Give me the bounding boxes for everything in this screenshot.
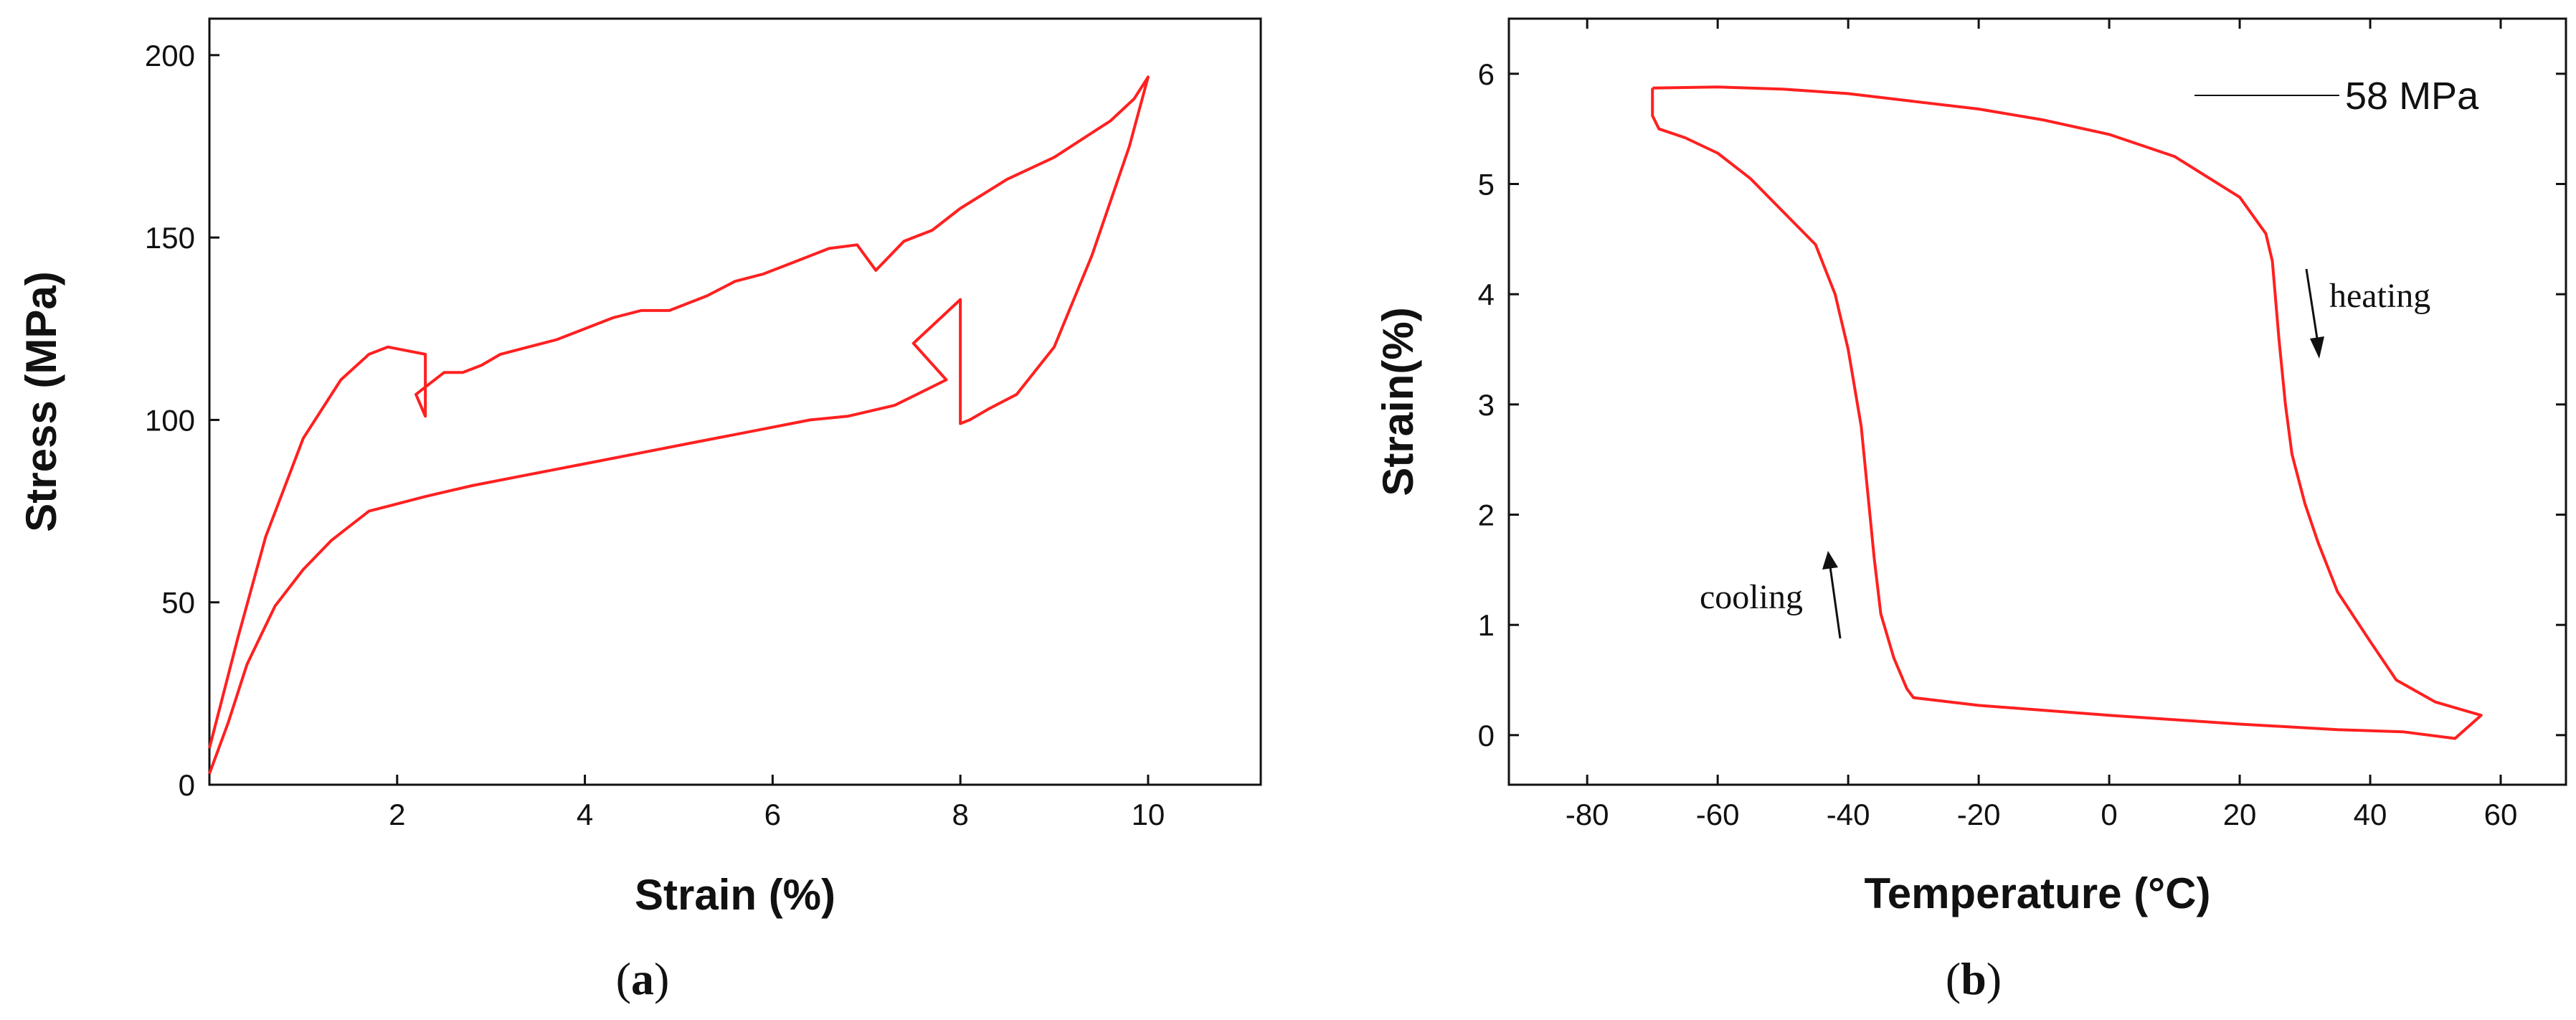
panel-b-y-axis-title: Strain(%) bbox=[1374, 307, 1422, 496]
panel-a-y-tick-label: 200 bbox=[145, 39, 195, 72]
panel-b-x-axis-title: Temperature (°C) bbox=[1865, 869, 2211, 917]
panel-b-x-tick-label: -80 bbox=[1566, 798, 1609, 831]
panel-a-x-tick-label: 10 bbox=[1132, 798, 1165, 831]
panel-b-x-tick-label: -40 bbox=[1827, 798, 1870, 831]
panel-b-x-tick-label: 0 bbox=[2101, 798, 2117, 831]
heating-arrow-head bbox=[2310, 336, 2324, 359]
panel-b-x-tick-label: -60 bbox=[1696, 798, 1740, 831]
panel-b-x-tick-label: 20 bbox=[2223, 798, 2257, 831]
panel-a-x-tick-label: 8 bbox=[952, 798, 968, 831]
panel-b-y-tick-label: 1 bbox=[1478, 608, 1495, 642]
panel-a-y-tick-label: 0 bbox=[179, 768, 195, 802]
panel-a-x-tick-label: 2 bbox=[389, 798, 405, 831]
panel-a-y-axis-title: Stress (MPa) bbox=[17, 271, 65, 532]
panel-b-ticks: -80 -60 -40 -20 0 20 40 60 0 1 2 3 4 5 6 bbox=[1478, 19, 2566, 831]
panel-a-y-tick-label: 50 bbox=[161, 586, 195, 620]
legend-label: 58 MPa bbox=[2345, 75, 2479, 118]
panel-a-curves bbox=[208, 75, 1150, 775]
panel-b-y-tick-label: 6 bbox=[1478, 57, 1495, 91]
cooling-arrow bbox=[1829, 566, 1842, 639]
panel-b-y-tick-label: 3 bbox=[1478, 388, 1495, 422]
cooling-arrow-head bbox=[1822, 551, 1838, 570]
panel-b-x-tick-label: 60 bbox=[2484, 798, 2518, 831]
heating-arrow bbox=[2305, 268, 2319, 344]
panel-a-x-axis-title: Strain (%) bbox=[635, 871, 835, 919]
panel-b-x-tick-label: 40 bbox=[2354, 798, 2387, 831]
panel-b-y-tick-label: 0 bbox=[1478, 719, 1495, 752]
heating-label: heating bbox=[2329, 277, 2430, 315]
cooling-label: cooling bbox=[1700, 578, 1803, 616]
panel-b-y-tick-label: 4 bbox=[1478, 278, 1495, 311]
panel-a-y-tick-label: 100 bbox=[145, 403, 195, 437]
panel-b-x-tick-label: -20 bbox=[1957, 798, 2001, 831]
panel-b-y-tick-label: 5 bbox=[1478, 168, 1495, 202]
panel-b-caption: (b) bbox=[1946, 953, 2002, 1004]
panel-b-frame bbox=[1507, 17, 2567, 786]
panel-a-caption: (a) bbox=[616, 953, 670, 1004]
panel-a-y-tick-label: 150 bbox=[145, 221, 195, 255]
panel-a-frame bbox=[208, 17, 1262, 786]
panel-a-x-tick-label: 6 bbox=[764, 798, 781, 831]
panel-a-x-tick-label: 4 bbox=[577, 798, 593, 831]
panel-b-y-tick-label: 2 bbox=[1478, 499, 1495, 532]
panel-a-series-line bbox=[208, 75, 1150, 775]
panel-b-series-line bbox=[1651, 85, 2483, 740]
panel-b-curves bbox=[1651, 85, 2483, 740]
